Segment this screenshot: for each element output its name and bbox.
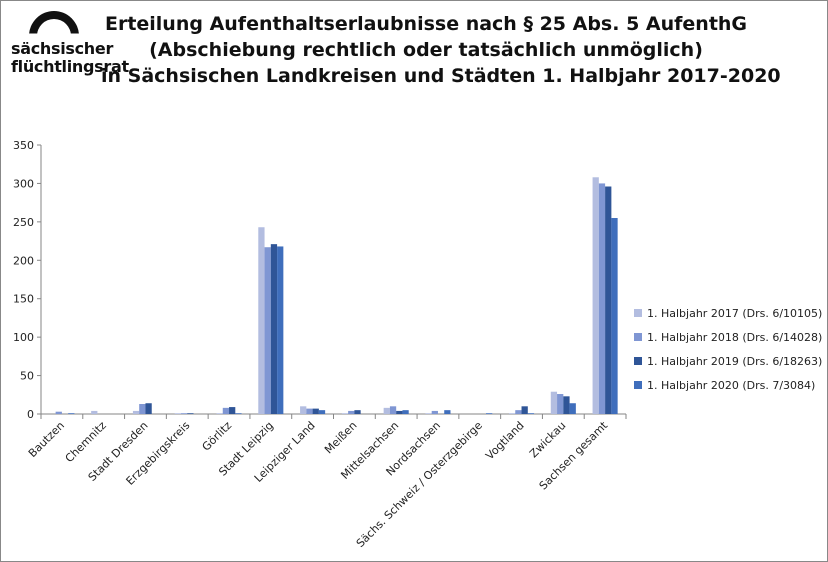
x-tick-label: Zwickau	[527, 419, 568, 460]
legend-item: 1. Halbjahr 2019 (Drs. 6/18263)	[634, 349, 822, 373]
bar-2-11	[521, 406, 528, 414]
title-line-2: (Abschiebung rechtlich oder tatsächlich …	[149, 39, 703, 61]
legend-swatch	[634, 333, 642, 341]
logo: sächsischer flüchtlingsrat	[9, 7, 129, 77]
x-tick-label: Görlitz	[200, 419, 235, 454]
bar-0-11	[509, 413, 516, 414]
legend-label: 1. Halbjahr 2020 (Drs. 7/3084)	[647, 378, 816, 392]
bar-1-11	[515, 410, 522, 414]
bar-2-8	[396, 410, 403, 414]
bar-2-2	[145, 403, 152, 414]
bar-3-9	[444, 410, 451, 414]
bar-1-4	[222, 407, 230, 414]
legend-item: 1. Halbjahr 2018 (Drs. 6/14028)	[634, 325, 822, 349]
bar-3-0	[68, 413, 75, 414]
bar-1-3	[180, 413, 188, 414]
bar-2-7	[354, 410, 361, 414]
bar-0-13	[592, 177, 599, 414]
bar-0-4	[216, 413, 223, 414]
logo-arc-icon	[29, 11, 79, 34]
bar-1-13	[598, 183, 606, 414]
bar-0-8	[383, 407, 390, 414]
bar-2-6	[312, 408, 319, 414]
bar-3-4	[235, 413, 242, 414]
x-tick-label: Vogtland	[483, 419, 526, 462]
y-tick-label: 250	[13, 216, 34, 229]
x-tick-label: Meißen	[322, 419, 359, 456]
bar-1-12	[557, 394, 564, 414]
bar-2-3	[187, 413, 194, 414]
legend-item: 1. Halbjahr 2017 (Drs. 6/10105)	[634, 301, 822, 325]
legend-label: 1. Halbjahr 2018 (Drs. 6/14028)	[647, 330, 823, 344]
y-tick-label: 150	[13, 293, 34, 306]
y-tick-label: 350	[13, 139, 34, 152]
bar-3-8	[402, 410, 409, 414]
legend: 1. Halbjahr 2017 (Drs. 6/10105) 1. Halbja…	[634, 301, 822, 397]
bar-3-10	[486, 413, 493, 414]
bar-3-12	[569, 403, 576, 414]
bar-0-12	[550, 391, 558, 414]
bar-3-13	[611, 218, 618, 414]
bar-0-7	[341, 413, 349, 414]
bar-1-6	[306, 408, 313, 414]
legend-swatch	[634, 357, 642, 365]
chart-title: Erteilung Aufenthaltserlaubnisse nach § …	[101, 11, 781, 89]
bar-0-2	[132, 410, 140, 414]
bar-2-13	[605, 186, 612, 414]
bar-1-0	[55, 411, 62, 414]
y-tick-label: 200	[13, 254, 34, 267]
legend-label: 1. Halbjahr 2019 (Drs. 6/18263)	[647, 354, 823, 368]
title-line-3: in Sächsischen Landkreisen und Städten 1…	[101, 65, 781, 87]
x-tick-label: Bautzen	[26, 419, 67, 460]
bar-1-5	[264, 247, 271, 414]
bar-2-5	[270, 244, 278, 414]
bar-0-6	[300, 406, 307, 414]
bar-0-9	[425, 413, 432, 414]
y-tick-label: 300	[13, 177, 34, 190]
bar-2-12	[563, 396, 570, 414]
bar-0-5	[258, 227, 265, 414]
y-tick-label: 50	[20, 370, 34, 383]
y-tick-label: 100	[13, 331, 34, 344]
bar-3-5	[277, 246, 284, 414]
bar-0-1	[91, 410, 98, 414]
legend-swatch	[634, 309, 642, 317]
bar-1-9	[431, 410, 438, 414]
bar-3-11	[527, 413, 535, 414]
logo-line1: sächsischer	[11, 39, 114, 58]
bar-1-7	[348, 410, 355, 414]
legend-item: 1. Halbjahr 2020 (Drs. 7/3084)	[634, 373, 822, 397]
bar-0-3	[174, 413, 181, 414]
bar-3-6	[318, 410, 326, 414]
title-line-1: Erteilung Aufenthaltserlaubnisse nach § …	[104, 13, 748, 35]
bar-1-8	[389, 406, 397, 414]
logo-line2: flüchtlingsrat	[11, 57, 129, 76]
bar-2-4	[229, 407, 236, 414]
legend-swatch	[634, 381, 642, 389]
legend-label: 1. Halbjahr 2017 (Drs. 6/10105)	[647, 306, 823, 320]
y-tick-label: 0	[27, 408, 34, 421]
bar-1-2	[139, 404, 146, 414]
